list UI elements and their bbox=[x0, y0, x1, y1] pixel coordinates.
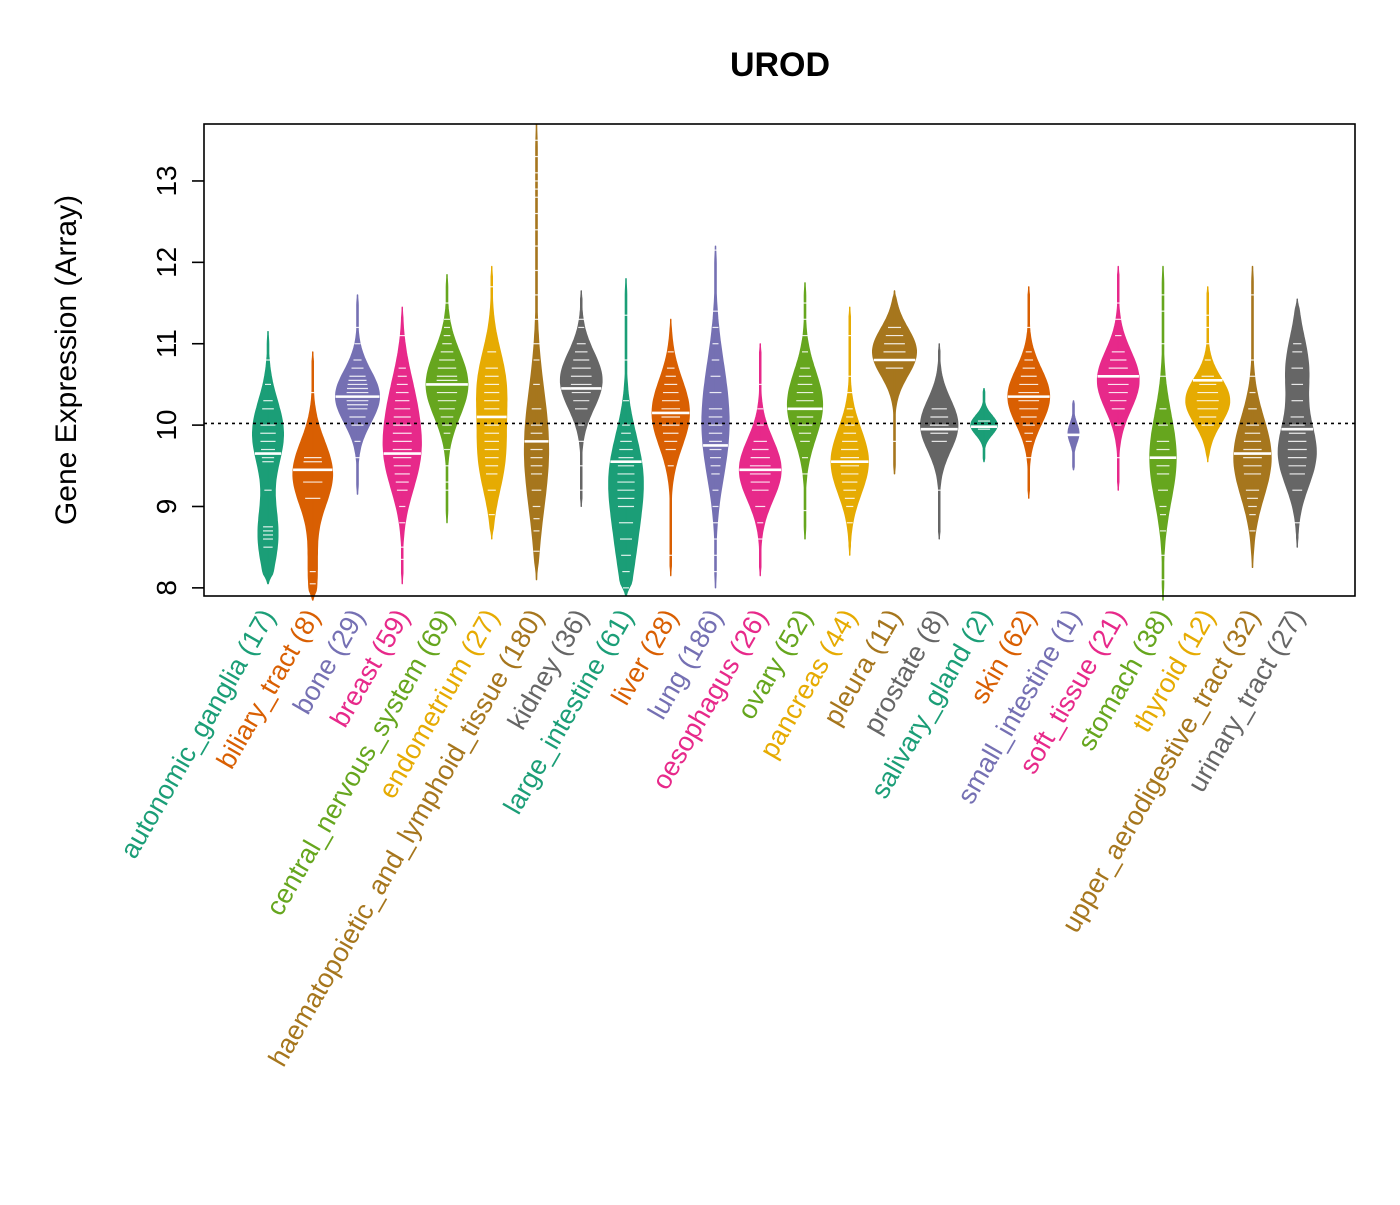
violin-7 bbox=[559, 290, 603, 507]
y-axis: 8 9 10 11 12 13 bbox=[151, 165, 204, 596]
violin-20 bbox=[1149, 265, 1177, 601]
violin-13 bbox=[830, 306, 869, 556]
violin-12 bbox=[786, 282, 824, 540]
x-axis-labels: autonomic_ganglia (17)biliary_tract (8)b… bbox=[114, 604, 1310, 1071]
violin-group bbox=[252, 123, 1317, 601]
violin-16 bbox=[970, 388, 998, 463]
violin-2 bbox=[334, 294, 381, 495]
violin-19 bbox=[1096, 265, 1140, 491]
violin-0 bbox=[252, 331, 284, 585]
y-axis-label: Gene Expression (Array) bbox=[50, 195, 83, 525]
violin-6 bbox=[523, 123, 550, 581]
plot-frame bbox=[203, 123, 1356, 597]
y-tick-label: 12 bbox=[151, 247, 182, 278]
violin-17 bbox=[1007, 286, 1051, 499]
y-tick-label: 8 bbox=[151, 580, 182, 596]
y-tick-label: 13 bbox=[151, 165, 182, 196]
chart-title: UROD bbox=[730, 46, 830, 84]
violin-4 bbox=[425, 274, 469, 524]
violin-21 bbox=[1185, 286, 1231, 463]
violin-10 bbox=[701, 245, 730, 589]
violin-5 bbox=[475, 265, 508, 540]
violin-18 bbox=[1067, 400, 1080, 471]
violin-8 bbox=[608, 278, 644, 597]
violin-1 bbox=[292, 351, 334, 601]
violin-9 bbox=[651, 318, 690, 577]
violin-14 bbox=[872, 290, 917, 475]
violin-3 bbox=[382, 306, 422, 585]
y-tick-label: 11 bbox=[151, 329, 182, 358]
violin-11 bbox=[738, 343, 782, 577]
y-tick-label: 9 bbox=[151, 499, 182, 515]
violin-15 bbox=[920, 343, 959, 540]
y-tick-label: 10 bbox=[151, 410, 182, 441]
violin-22 bbox=[1233, 265, 1272, 568]
